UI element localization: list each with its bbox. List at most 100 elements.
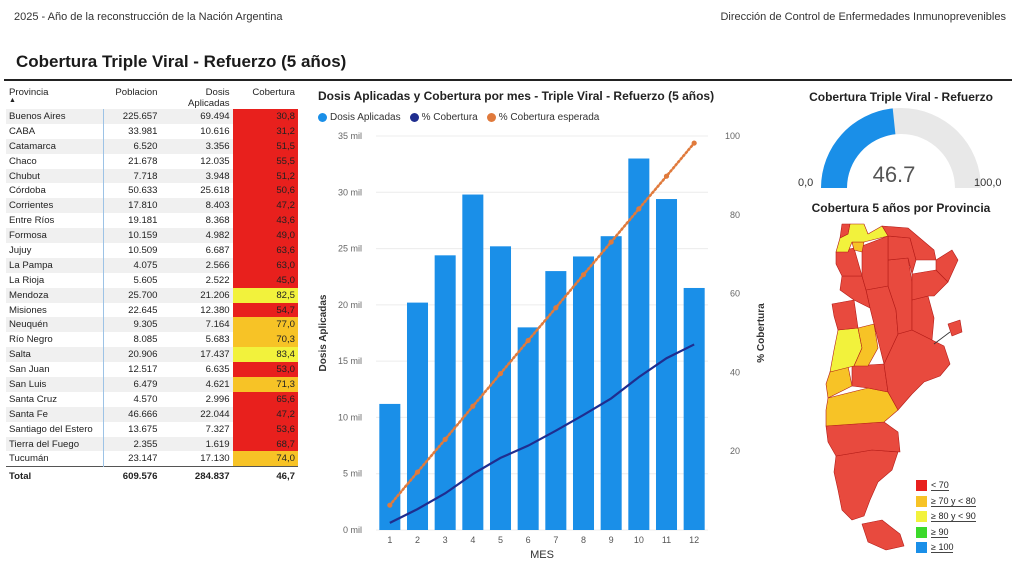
legend-item-cobertura-esperada[interactable]: % Cobertura esperada bbox=[486, 112, 599, 123]
table-row[interactable]: Tucumán 23.147 17.130 74,0 bbox=[6, 451, 298, 467]
table-row[interactable]: Formosa 10.159 4.982 49,0 bbox=[6, 228, 298, 244]
table-row[interactable]: Catamarca 6.520 3.356 51,5 bbox=[6, 138, 298, 154]
cell-provincia: Misiones bbox=[9, 304, 47, 316]
y2-tick-label: 100 bbox=[725, 131, 740, 141]
header-dosis[interactable]: Dosis Aplicadas bbox=[188, 87, 230, 109]
point-cobertura-esperada bbox=[691, 140, 697, 146]
table-row[interactable]: Chaco 21.678 12.035 55,5 bbox=[6, 153, 298, 169]
legend-item-cobertura[interactable]: % Cobertura bbox=[409, 112, 478, 123]
coverage-gauge[interactable] bbox=[792, 108, 1010, 192]
province-la-pampa[interactable] bbox=[851, 363, 889, 393]
table-row[interactable]: Salta 20.906 17.437 83,4 bbox=[6, 347, 298, 363]
table-row[interactable]: Buenos Aires 225.657 69.494 30,8 bbox=[6, 109, 298, 124]
swatch-icon bbox=[916, 480, 927, 492]
sort-asc-icon[interactable]: ▲ bbox=[9, 97, 16, 104]
x-tick-label: 5 bbox=[498, 535, 503, 545]
cell-dosis: 7.164 bbox=[160, 317, 233, 333]
x-tick-label: 6 bbox=[526, 535, 531, 545]
point-cobertura-esperada bbox=[608, 239, 614, 245]
y-tick-label: 10 mil bbox=[338, 412, 362, 422]
argentina-map[interactable] bbox=[812, 220, 972, 554]
table-row[interactable]: San Juan 12.517 6.635 53,0 bbox=[6, 362, 298, 378]
bar bbox=[600, 236, 622, 530]
bar bbox=[517, 327, 539, 530]
table-row[interactable]: Mendoza 25.700 21.206 82,5 bbox=[6, 287, 298, 303]
map-legend-item[interactable]: ≥ 80 y < 90 bbox=[916, 509, 976, 525]
cell-dosis: 21.206 bbox=[160, 287, 233, 303]
province-formosa[interactable] bbox=[881, 225, 937, 261]
cell-cobertura: 47,2 bbox=[232, 198, 298, 214]
table-row[interactable]: Neuquén 9.305 7.164 77,0 bbox=[6, 317, 298, 333]
x-tick-label: 4 bbox=[470, 535, 475, 545]
map-legend-item[interactable]: < 70 bbox=[916, 478, 976, 494]
table-row[interactable]: Misiones 22.645 12.380 54,7 bbox=[6, 302, 298, 318]
table-row[interactable]: CABA 33.981 10.616 31,2 bbox=[6, 123, 298, 139]
cell-dosis: 2.996 bbox=[205, 393, 230, 405]
table-row[interactable]: Santa Fe 46.666 22.044 47,2 bbox=[6, 406, 298, 422]
province-misiones[interactable] bbox=[935, 249, 959, 283]
x-tick-label: 11 bbox=[662, 535, 671, 545]
table-row[interactable]: Corrientes 17.810 8.403 47,2 bbox=[6, 198, 298, 214]
cell-cobertura: 43,6 bbox=[232, 213, 298, 229]
cell-dosis: 6.687 bbox=[205, 244, 230, 256]
legend-item-dosis[interactable]: Dosis Aplicadas bbox=[318, 112, 401, 123]
total-dosis: 284.837 bbox=[160, 466, 233, 486]
table-row[interactable]: Entre Ríos 19.181 8.368 43,6 bbox=[6, 213, 298, 229]
table-row[interactable]: Chubut 7.718 3.948 51,2 bbox=[6, 168, 298, 184]
province-tierra-del-fuego[interactable] bbox=[861, 519, 905, 551]
province-santiago-del-estero[interactable] bbox=[861, 235, 889, 291]
cell-cobertura: 83,4 bbox=[232, 347, 298, 363]
table-row[interactable]: Tierra del Fuego 2.355 1.619 68,7 bbox=[6, 436, 298, 452]
cell-dosis: 17.130 bbox=[200, 453, 230, 465]
table-row[interactable]: Santiago del Estero 13.675 7.327 53,6 bbox=[6, 421, 298, 437]
header-cobertura[interactable]: Cobertura bbox=[252, 87, 295, 98]
doses-coverage-chart[interactable]: 0 mil 5 mil 10 mil 15 mil 20 mil 25 mil 30 mil… bbox=[312, 126, 772, 560]
cell-poblacion: 10.159 bbox=[102, 228, 161, 244]
point-cobertura-esperada bbox=[387, 502, 393, 508]
swatch-icon bbox=[916, 511, 927, 523]
province-san-juan[interactable] bbox=[831, 299, 859, 331]
province-caba[interactable] bbox=[947, 319, 963, 337]
province-jujuy[interactable] bbox=[839, 223, 851, 239]
total-poblacion: 609.576 bbox=[103, 466, 161, 486]
table-row[interactable]: La Rioja 5.605 2.522 45,0 bbox=[6, 272, 298, 288]
cell-cobertura: 55,5 bbox=[232, 153, 298, 169]
bar bbox=[406, 302, 429, 530]
bar bbox=[628, 158, 650, 530]
table-row[interactable]: Río Negro 8.085 5.683 70,3 bbox=[6, 332, 298, 348]
table-row[interactable]: San Luis 6.479 4.621 71,3 bbox=[6, 377, 298, 392]
cell-provincia: San Juan bbox=[9, 364, 50, 376]
cell-provincia: Buenos Aires bbox=[6, 109, 104, 124]
cell-cobertura: 82,5 bbox=[232, 287, 298, 303]
point-cobertura-esperada bbox=[442, 436, 448, 442]
swatch-icon bbox=[916, 526, 927, 538]
table-row[interactable]: Santa Cruz 4.570 2.996 65,6 bbox=[6, 391, 298, 407]
cell-dosis: 6.635 bbox=[205, 364, 230, 376]
legend-dot-icon bbox=[486, 113, 496, 122]
cell-provincia: Santiago del Estero bbox=[9, 423, 93, 435]
map-legend-item[interactable]: ≥ 70 y < 80 bbox=[916, 494, 976, 510]
table-row[interactable]: La Pampa 4.075 2.566 63,0 bbox=[6, 257, 298, 273]
map-legend-item[interactable]: ≥ 90 bbox=[916, 525, 976, 541]
cell-poblacion: 20.906 bbox=[102, 347, 161, 363]
cell-provincia: Entre Ríos bbox=[9, 215, 55, 227]
header-provincia[interactable]: Provincia ▲ bbox=[6, 84, 103, 109]
map-legend-item[interactable]: ≥ 100 bbox=[916, 540, 976, 556]
point-cobertura-esperada bbox=[636, 206, 642, 212]
map-legend-label: ≥ 90 bbox=[931, 526, 949, 538]
province-chubut[interactable] bbox=[825, 421, 901, 457]
header-poblacion[interactable]: Poblacion bbox=[115, 87, 158, 98]
bar bbox=[462, 194, 484, 530]
cell-dosis: 8.368 bbox=[205, 215, 230, 227]
province-catamarca[interactable] bbox=[835, 247, 863, 277]
table-row[interactable]: Córdoba 50.633 25.618 50,6 bbox=[6, 183, 298, 199]
cell-provincia: Chaco bbox=[9, 155, 37, 167]
cell-cobertura: 65,6 bbox=[232, 391, 298, 407]
cell-cobertura: 68,7 bbox=[232, 436, 298, 452]
province-santa-cruz[interactable] bbox=[833, 449, 899, 521]
cell-provincia: CABA bbox=[9, 125, 36, 137]
cell-cobertura: 70,3 bbox=[232, 332, 298, 348]
province-santa-fe[interactable] bbox=[887, 257, 913, 335]
cell-provincia: La Pampa bbox=[6, 257, 104, 273]
table-row[interactable]: Jujuy 10.509 6.687 63,6 bbox=[6, 243, 298, 258]
